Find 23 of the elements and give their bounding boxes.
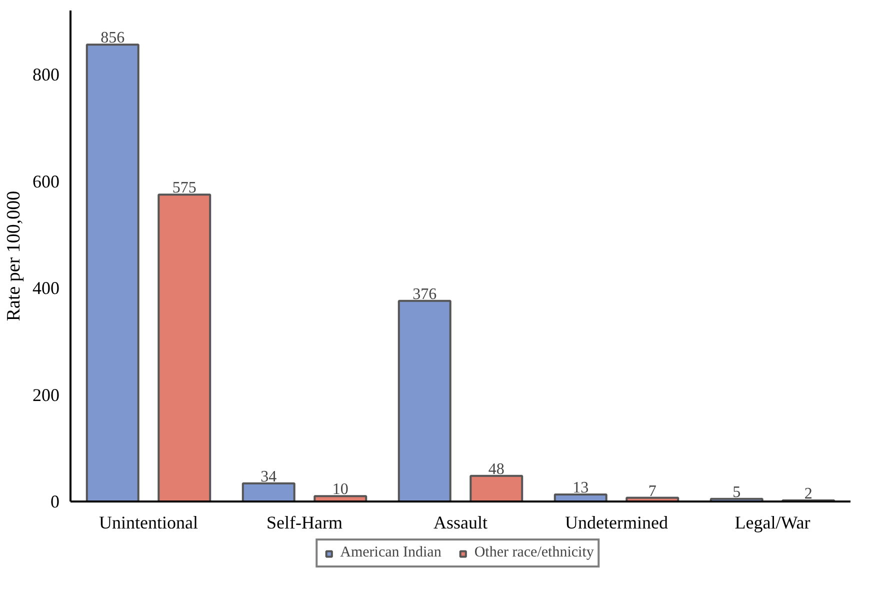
data-label: 34 (260, 468, 277, 486)
x-tick-label: Self-Harm (266, 512, 342, 532)
data-label: 7 (648, 482, 656, 500)
y-tick-label: 600 (32, 171, 60, 192)
y-tick-label: 0 (50, 492, 60, 512)
legend-label: Other race/ethnicity (474, 544, 594, 562)
data-label: 48 (488, 460, 504, 478)
y-tick-label: 400 (32, 278, 60, 298)
data-label: 575 (172, 180, 196, 197)
data-label: 13 (572, 480, 589, 497)
data-label: 5 (732, 484, 741, 501)
y-axis-title: Rate per 100,000 (4, 190, 24, 322)
y-tick-label: 800 (32, 64, 60, 85)
legend-label: American Indian (340, 544, 442, 562)
x-tick-label: Unintentional (99, 512, 198, 532)
data-label: 10 (332, 481, 348, 498)
y-tick-label: 200 (32, 384, 60, 405)
x-tick-label: Assault (434, 512, 488, 532)
data-label: 856 (100, 30, 125, 47)
data-label: 376 (412, 286, 437, 303)
x-tick-label: Undetermined (565, 512, 668, 532)
x-tick-label: Legal/War (734, 512, 810, 532)
data-label: 2 (804, 485, 812, 502)
